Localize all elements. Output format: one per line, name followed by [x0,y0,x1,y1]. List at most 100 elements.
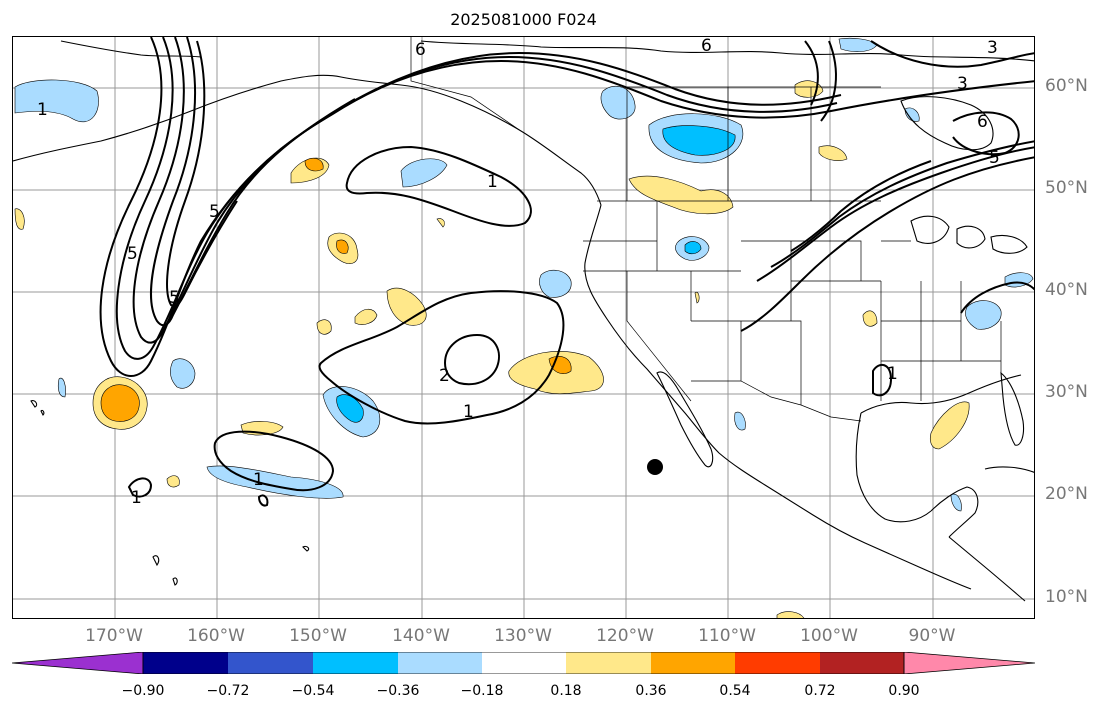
patch-light-blue [965,300,1002,330]
lon-label-90w: 90°W [908,626,956,646]
patch-yellow [436,218,445,228]
contour-label: 6 [977,112,988,132]
contour-line [127,477,153,498]
graticule [13,37,1034,618]
aleutian-islands [30,400,45,416]
coastlines [13,40,1034,602]
central-america [948,536,1026,602]
contour-line [756,146,1034,282]
patch-light-blue [14,79,99,122]
colorbar-segment [820,652,904,674]
patch-light-blue [539,269,572,298]
gulf-coast [860,374,1022,414]
hudson-bay [900,96,994,151]
contour-label: 5 [209,202,220,222]
patch-yellow [776,611,805,618]
contour-label: 1 [463,402,474,422]
contour-line [872,363,893,397]
contour-label: 6 [701,37,712,56]
contour-line [443,333,500,386]
patch-yellow [794,80,824,98]
contour-label: 5 [169,288,180,308]
colorbar-segment [143,652,228,674]
colorbar-segment [566,652,651,674]
contour-labels: 1 1 1 1 1 1 2 3 3 5 5 5 5 6 6 6 [37,37,1000,508]
colorbar-tick-label: 0.90 [888,683,920,699]
colorbar-tick-label: −0.54 [291,683,335,699]
patch-light-blue [734,411,746,431]
alaska-canada-border [410,37,522,132]
hawaii [152,545,310,586]
lat-label-50n: 50°N [1045,178,1088,198]
colorbar-segment [313,652,398,674]
patch-yellow [862,310,878,327]
colorbar-tick-label: 0.36 [635,683,667,699]
political-boundaries [410,37,1002,422]
map-title: 2025081000 F024 [450,10,597,29]
colorbar-tick-label: 0.54 [719,683,751,699]
patch-yellow [694,291,700,304]
contour-line [960,281,1034,314]
colorbar [12,652,1035,674]
cuba [984,466,1034,473]
contour-line [952,111,1020,156]
patch-cyan [662,125,736,156]
yucatan [930,486,979,538]
contour-line [345,145,532,227]
contour-label: 1 [131,488,142,508]
patch-yellow [508,351,604,395]
lon-label-170w: 170°W [85,626,143,646]
patch-yellow [166,475,180,488]
contour-label: 2 [439,366,450,386]
alaska-coast [13,74,602,206]
colorbar-tick-label: −0.18 [460,683,504,699]
contour-label: 5 [127,244,138,264]
contour-line [318,290,565,425]
colorbar-extend-high [903,652,1035,674]
patch-light-blue [600,85,636,120]
colorbar-segment [735,652,820,674]
lon-label-110w: 110°W [698,626,756,646]
lat-label-30n: 30°N [1045,382,1088,402]
contour-label: 5 [989,148,1000,168]
contour-label: 1 [887,364,898,384]
contour-line [770,140,1034,268]
patch-light-blue [950,493,962,512]
colorbar-segment [651,652,735,674]
lat-label-20n: 20°N [1045,484,1088,504]
patch-light-blue [400,158,448,188]
lon-label-140w: 140°W [392,626,450,646]
lon-label-130w: 130°W [494,626,552,646]
canada-arctic-coast [420,40,1034,62]
map-plot-area[interactable]: 1 1 1 1 1 1 2 3 3 5 5 5 5 6 6 6 [12,36,1035,619]
patch-yellow [386,287,427,326]
gulf-of-mexico-west [855,412,932,523]
contour-lines [99,37,1034,507]
patch-light-blue [904,107,920,122]
colorbar-tick-label: 0.18 [550,683,582,699]
map-canvas: 1 1 1 1 1 1 2 3 3 5 5 5 5 6 6 6 [13,37,1034,618]
province-lines [626,86,881,201]
patch-yellow [628,175,734,215]
lon-label-160w: 160°W [187,626,245,646]
us-mexico-border [691,380,862,422]
colorbar-outline [142,652,905,674]
contour-line [213,430,335,492]
baja-california [656,371,714,468]
contour-line [166,40,238,307]
patch-cyan [684,241,702,255]
florida [1000,371,1025,446]
colorbar-tick-label: −0.72 [206,683,250,699]
lon-label-120w: 120°W [596,626,654,646]
location-marker [647,459,663,475]
lat-label-40n: 40°N [1045,280,1088,300]
patch-light-blue [57,377,66,398]
patch-orange [336,239,349,254]
patch-yellow [818,145,848,161]
contour-line [790,160,932,252]
contour-label: 3 [957,74,968,94]
colorbar-segment [482,652,566,674]
colorbar-extend-low [12,652,144,674]
patch-yellow [14,208,25,230]
patch-yellow [316,319,332,335]
